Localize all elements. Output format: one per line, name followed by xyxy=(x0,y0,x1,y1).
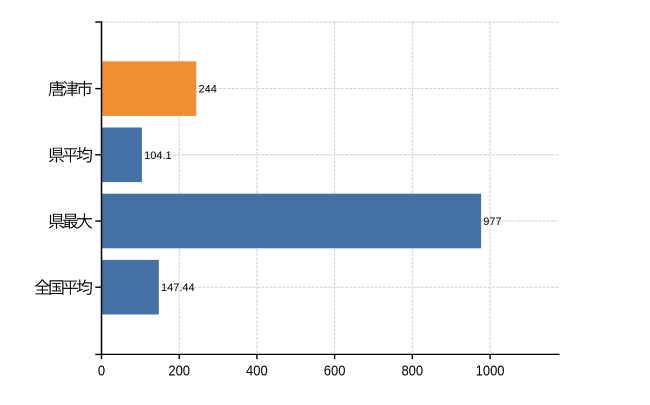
svg-text:1000: 1000 xyxy=(476,361,505,378)
svg-text:977: 977 xyxy=(483,216,501,228)
svg-text:244: 244 xyxy=(199,84,217,96)
svg-text:800: 800 xyxy=(401,361,423,378)
svg-text:104.1: 104.1 xyxy=(144,150,172,162)
svg-text:600: 600 xyxy=(324,361,346,378)
svg-text:0: 0 xyxy=(98,361,105,378)
svg-text:147.44: 147.44 xyxy=(161,282,195,294)
svg-text:200: 200 xyxy=(168,361,190,378)
svg-text:400: 400 xyxy=(246,361,268,378)
